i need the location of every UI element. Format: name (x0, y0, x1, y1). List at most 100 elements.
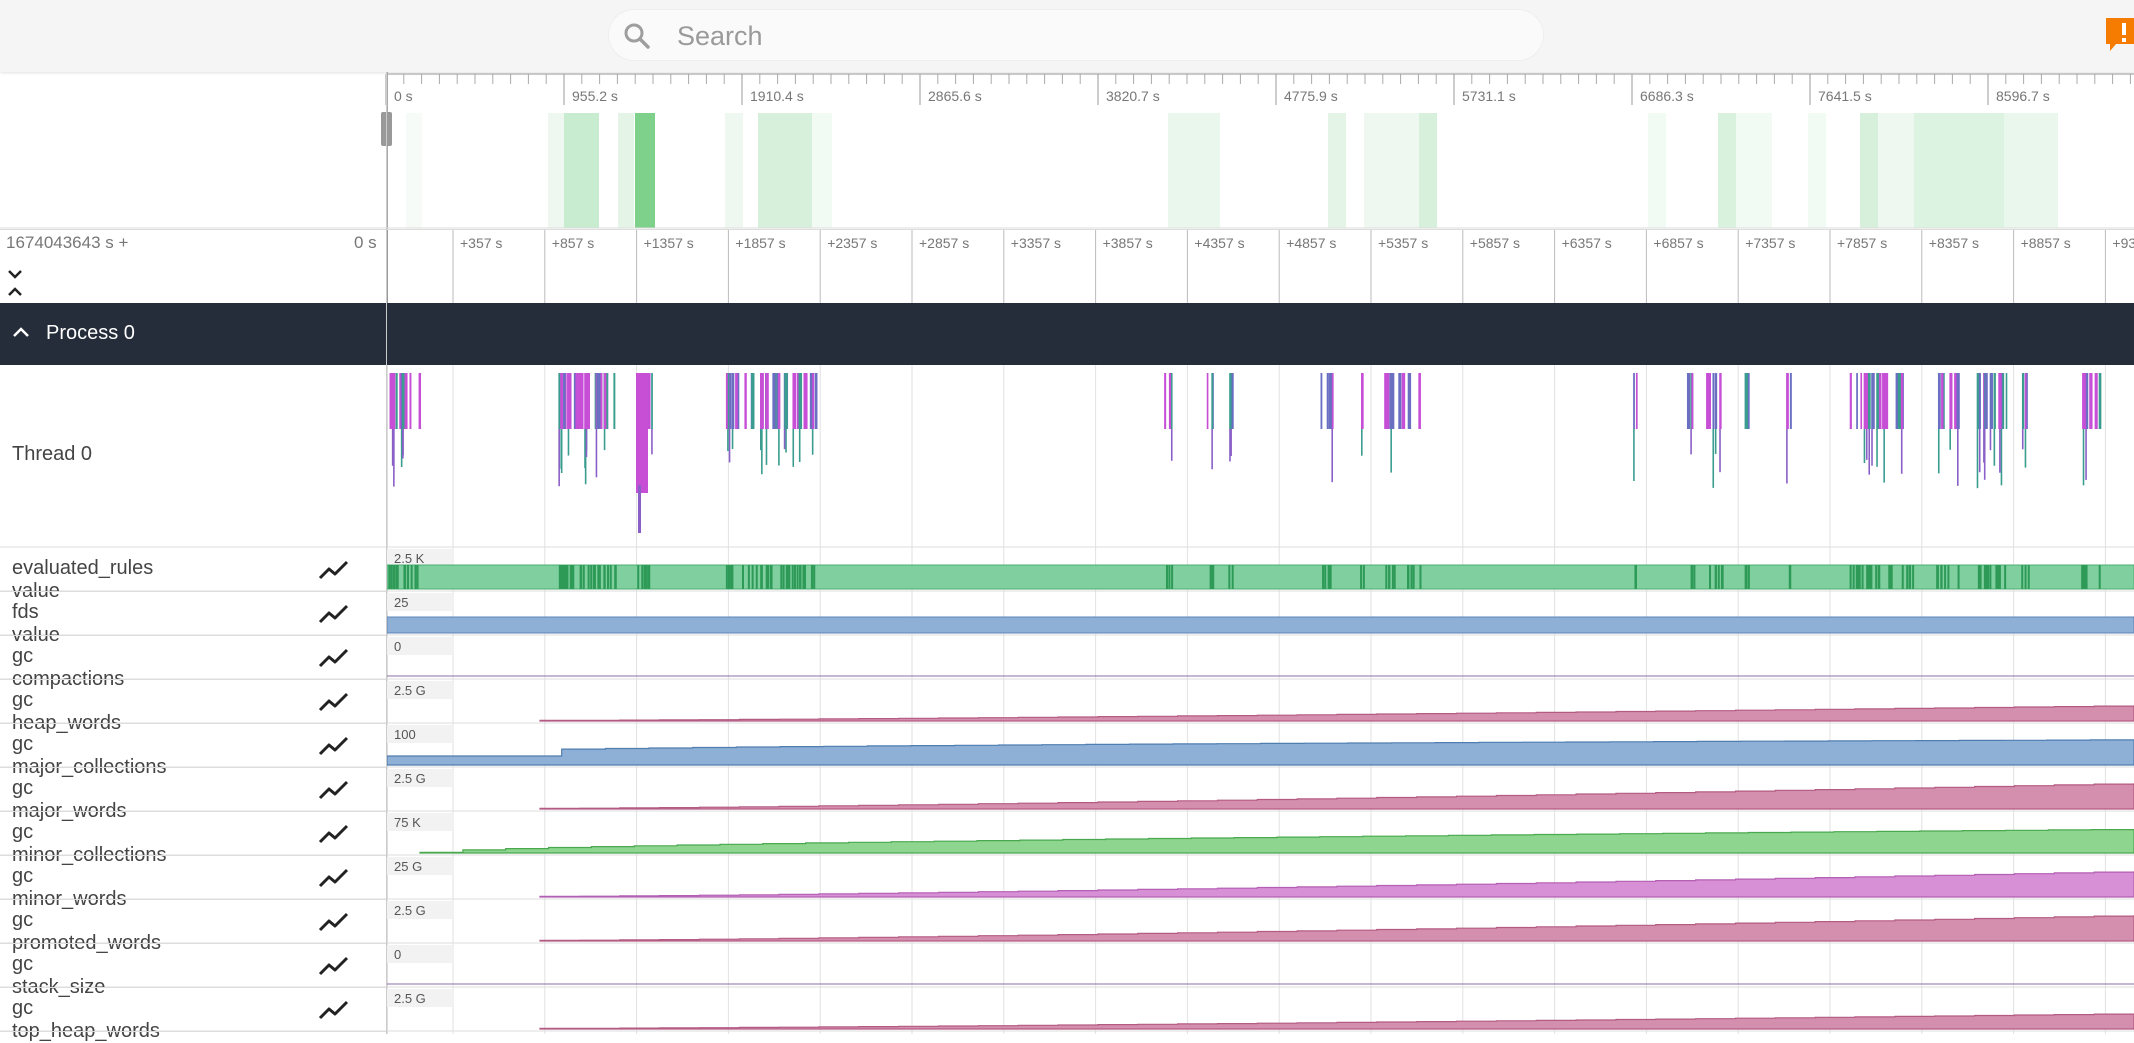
thread-slice[interactable] (1937, 373, 1941, 429)
thread-slice[interactable] (1956, 373, 1960, 429)
thread-slice[interactable] (638, 485, 641, 533)
thread-slice[interactable] (731, 429, 734, 450)
thread-slice[interactable] (1983, 429, 1985, 463)
thread-slice[interactable] (579, 373, 583, 429)
thread-slice[interactable] (1386, 373, 1390, 429)
thread-slice[interactable] (1691, 373, 1694, 429)
thread-slice[interactable] (1635, 373, 1638, 429)
thread-slice[interactable] (2024, 373, 2027, 429)
thread-slice[interactable] (814, 373, 818, 429)
thread-slice[interactable] (809, 373, 813, 429)
thread-slice[interactable] (573, 373, 577, 429)
thread-slice[interactable] (1882, 373, 1886, 429)
thread-slice[interactable] (2098, 373, 2102, 429)
thread-slice[interactable] (1993, 429, 1996, 466)
thread-slice[interactable] (1984, 373, 1988, 429)
thread-slice[interactable] (1168, 373, 1171, 429)
thread-slice[interactable] (1978, 373, 1981, 429)
thread-slice[interactable] (731, 373, 735, 429)
thread-slice[interactable] (1976, 373, 1980, 429)
thread-slice[interactable] (1164, 373, 1167, 429)
thread-slice[interactable] (1407, 373, 1412, 429)
thread-slice[interactable] (796, 373, 801, 429)
thread-slice[interactable] (1976, 429, 1979, 489)
thread-slice[interactable] (402, 373, 405, 429)
thread-slice[interactable] (1989, 373, 1993, 429)
thread-slice[interactable] (600, 373, 603, 429)
thread-slice[interactable] (2094, 373, 2098, 429)
search-box[interactable] (608, 9, 1544, 61)
thread-slice[interactable] (1690, 429, 1692, 455)
thread-slice[interactable] (1983, 429, 1986, 480)
thread-slice[interactable] (727, 373, 730, 429)
thread-slice[interactable] (2000, 373, 2005, 429)
thread-slice[interactable] (1712, 429, 1715, 488)
thread-slice[interactable] (765, 429, 768, 465)
thread-slice[interactable] (399, 373, 402, 429)
thread-slice[interactable] (404, 373, 408, 429)
thread-slice[interactable] (1998, 373, 2002, 429)
thread-slice[interactable] (728, 373, 732, 429)
thread-slice[interactable] (784, 373, 788, 429)
thread-slice[interactable] (1863, 429, 1866, 464)
thread-slice[interactable] (603, 429, 606, 451)
thread-slice[interactable] (1211, 429, 1213, 470)
thread-slice[interactable] (1876, 429, 1878, 467)
thread-slice[interactable] (1786, 429, 1788, 484)
thread-slice[interactable] (811, 373, 814, 429)
thread-slice[interactable] (1229, 429, 1231, 462)
thread-slice[interactable] (1390, 373, 1395, 429)
thread-slice[interactable] (1211, 373, 1214, 429)
thread-slice[interactable] (1326, 373, 1329, 429)
thread-slice[interactable] (744, 373, 747, 429)
thread-slice[interactable] (651, 429, 653, 455)
thread-slice[interactable] (558, 429, 560, 487)
line-chart-icon[interactable] (318, 559, 350, 581)
thread-slice[interactable] (603, 373, 607, 429)
thread-slice[interactable] (728, 429, 731, 463)
line-chart-icon[interactable] (318, 647, 350, 669)
thread-slice[interactable] (1883, 429, 1885, 483)
thread-slice[interactable] (418, 373, 422, 429)
thread-slice[interactable] (595, 429, 598, 478)
thread-slice[interactable] (1714, 429, 1717, 454)
thread-slice[interactable] (1719, 373, 1722, 429)
thread-slice[interactable] (1712, 373, 1715, 429)
thread-slice[interactable] (613, 373, 616, 429)
thread-slice[interactable] (798, 373, 803, 429)
thread-slice[interactable] (760, 429, 762, 451)
thread-slice[interactable] (736, 373, 740, 429)
thread-slice[interactable] (785, 429, 787, 453)
thread-slice[interactable] (1170, 429, 1173, 461)
expand-collapse-icon[interactable] (6, 268, 24, 298)
thread-slice[interactable] (1389, 373, 1392, 429)
line-chart-icon[interactable] (318, 779, 350, 801)
thread-slice[interactable] (798, 429, 801, 463)
thread-slice[interactable] (560, 429, 563, 474)
thread-slice[interactable] (1978, 429, 1981, 473)
alert-icon[interactable] (2106, 18, 2134, 52)
thread-slice[interactable] (558, 373, 562, 429)
thread-slice[interactable] (1856, 373, 1858, 429)
thread-slice[interactable] (751, 373, 755, 429)
thread-slice[interactable] (1871, 429, 1873, 466)
thread-slice[interactable] (400, 429, 403, 468)
thread-slice[interactable] (727, 429, 729, 452)
thread-slice[interactable] (1686, 373, 1691, 429)
thread-slice[interactable] (2005, 373, 2008, 429)
line-chart-icon[interactable] (318, 603, 350, 625)
thread-slice[interactable] (1230, 429, 1232, 457)
thread-slice[interactable] (2000, 429, 2003, 486)
thread-slice[interactable] (1878, 373, 1882, 429)
thread-slice[interactable] (1865, 373, 1869, 429)
thread-slice[interactable] (765, 373, 767, 429)
thread-slice[interactable] (2024, 429, 2027, 468)
thread-slice[interactable] (1860, 373, 1863, 429)
thread-slice[interactable] (1708, 373, 1712, 429)
thread-slice[interactable] (1900, 373, 1904, 429)
thread-slice[interactable] (1895, 373, 1898, 429)
thread-slice[interactable] (2021, 373, 2025, 429)
search-input[interactable] (675, 18, 1519, 54)
thread-slice[interactable] (1170, 373, 1173, 429)
thread-slice[interactable] (1949, 373, 1953, 429)
